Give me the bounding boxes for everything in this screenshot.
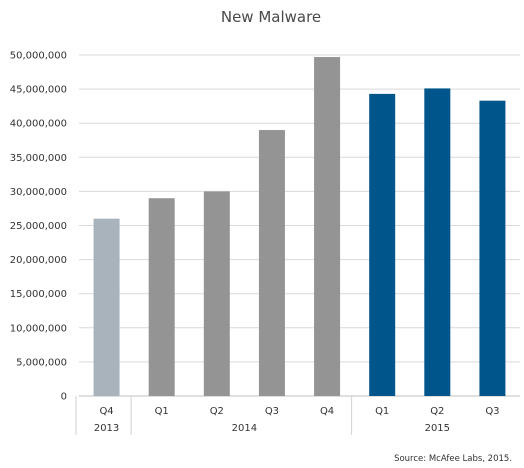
x-tick-label: Q4 (320, 406, 334, 417)
y-tick-label: 40,000,000 (10, 119, 67, 130)
y-tick-label: 45,000,000 (10, 85, 67, 96)
bar (148, 198, 175, 396)
x-tick-label: Q2 (210, 406, 224, 417)
y-tick-label: 10,000,000 (10, 323, 67, 334)
y-tick-label: 0 (61, 392, 67, 403)
year-label: 2014 (232, 423, 257, 434)
x-tick-label: Q2 (430, 406, 444, 417)
y-tick-label: 15,000,000 (10, 289, 67, 300)
x-tick-label: Q1 (375, 406, 389, 417)
bar (203, 191, 230, 396)
x-axis-ticks: Q4 Q1 Q2 Q3 Q4 Q1 Q2 Q3 (99, 406, 499, 417)
y-tick-label: 20,000,000 (10, 255, 67, 266)
year-groups: 2013 2014 2015 (75, 396, 450, 435)
bars (93, 57, 506, 397)
bar (424, 88, 451, 396)
y-tick-label: 25,000,000 (10, 221, 67, 232)
bar (314, 57, 341, 397)
x-tick-label: Q4 (99, 406, 113, 417)
x-tick-label: Q3 (485, 406, 499, 417)
y-tick-label: 35,000,000 (10, 153, 67, 164)
year-label: 2015 (425, 423, 450, 434)
gridlines (79, 54, 520, 397)
y-tick-label: 50,000,000 (10, 51, 67, 62)
x-tick-label: Q3 (265, 406, 279, 417)
bar (479, 100, 506, 396)
y-axis-ticks: 0 5,000,000 10,000,000 15,000,000 20,000,000… (10, 51, 67, 403)
chart-title: New Malware (221, 8, 321, 26)
bar (93, 218, 120, 396)
x-tick-label: Q1 (155, 406, 169, 417)
bar (369, 93, 396, 397)
y-tick-label: 30,000,000 (10, 187, 67, 198)
y-tick-label: 5,000,000 (16, 357, 67, 368)
source-note: Source: McAfee Labs, 2015. (394, 454, 512, 464)
year-label: 2013 (94, 423, 119, 434)
bar (258, 130, 285, 396)
